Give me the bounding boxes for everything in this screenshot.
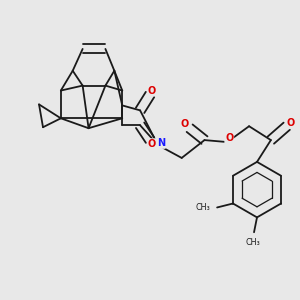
- Text: O: O: [148, 85, 156, 96]
- Text: O: O: [181, 119, 189, 129]
- Text: O: O: [286, 118, 295, 128]
- Text: CH₃: CH₃: [246, 238, 260, 247]
- Text: CH₃: CH₃: [195, 203, 210, 212]
- Text: O: O: [225, 133, 233, 143]
- Text: O: O: [148, 139, 156, 149]
- Text: N: N: [157, 138, 165, 148]
